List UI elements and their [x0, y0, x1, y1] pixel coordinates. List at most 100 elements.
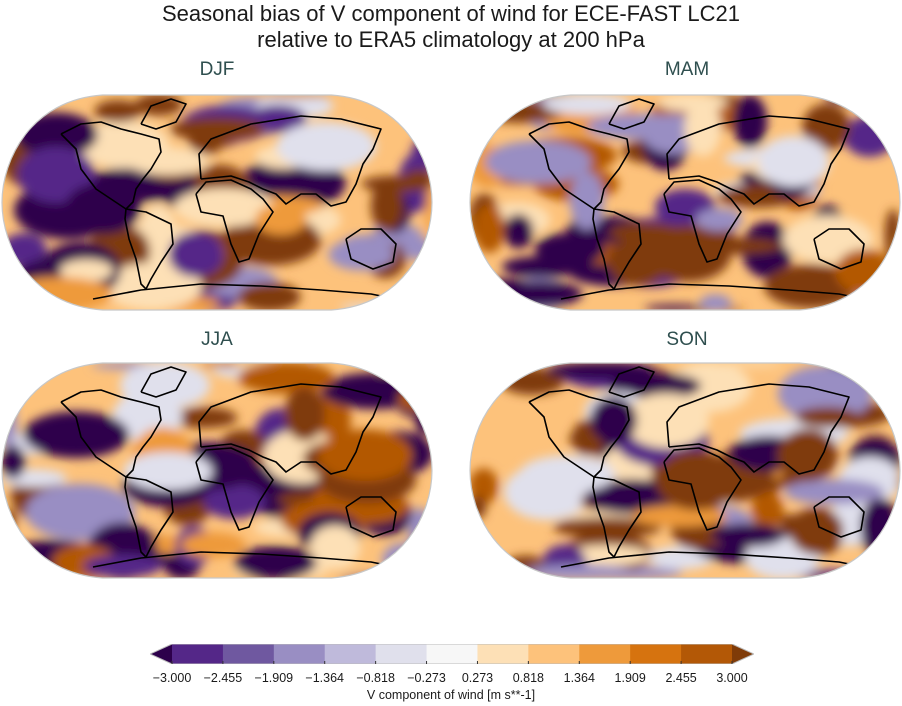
bias-field	[2, 363, 432, 578]
colorbar-bin	[579, 644, 631, 664]
coastline	[198, 115, 382, 207]
colorbar-tick-label: −1.364	[305, 671, 345, 685]
coastline	[663, 447, 742, 531]
colorbar-bin	[528, 644, 580, 664]
bias-blob	[170, 117, 265, 141]
bias-blob	[126, 147, 209, 175]
bias-blob	[473, 203, 505, 253]
bias-blob	[802, 103, 851, 151]
colorbar-bin	[273, 644, 326, 664]
bias-blob	[732, 95, 768, 148]
bias-blob	[2, 95, 6, 131]
panel-title-djf: DJF	[199, 59, 235, 80]
colorbar-tick-label: −3.000	[152, 671, 192, 685]
bias-blob	[408, 507, 432, 558]
bias-blob	[248, 105, 307, 133]
bias-blob	[64, 182, 142, 235]
bias-blob	[422, 363, 432, 386]
bias-blob	[17, 146, 95, 203]
bias-blob	[546, 363, 655, 380]
coastline	[608, 98, 655, 130]
bias-blob	[2, 395, 17, 451]
colorbar-tick-label: −1.909	[254, 671, 294, 685]
colorbar-bin	[426, 644, 478, 664]
colorbar-bin	[375, 644, 428, 664]
coastline	[195, 179, 274, 263]
bias-blob	[238, 282, 301, 310]
colorbar-extend-low	[150, 644, 172, 664]
colorbar-extend-high	[732, 644, 754, 664]
coastline	[813, 496, 865, 538]
bias-field	[2, 95, 432, 310]
coastline	[124, 476, 174, 558]
bias-blob	[102, 262, 202, 310]
bias-blob	[255, 203, 307, 235]
coastline	[608, 366, 655, 398]
bias-blob	[543, 95, 631, 115]
bias-blob	[470, 296, 489, 310]
bias-blob	[2, 528, 16, 559]
bias-blob	[203, 484, 266, 519]
bias-blob	[174, 188, 276, 227]
bias-blob	[6, 277, 113, 310]
coastline	[60, 389, 162, 478]
bias-blob	[328, 238, 395, 271]
map-jja	[1, 362, 433, 579]
bias-blob	[168, 231, 224, 278]
bias-blob	[824, 95, 900, 103]
colorbar-tick-label: 1.909	[614, 671, 646, 685]
bias-blob	[758, 135, 829, 187]
bias-blob	[657, 95, 728, 112]
figure-title-line2: relative to ERA5 climatology at 200 hPa	[257, 27, 645, 52]
bias-blob	[470, 498, 472, 538]
coastline	[140, 98, 187, 130]
panel-title-son: SON	[666, 329, 708, 350]
coastline	[666, 383, 850, 475]
colorbar-bin	[477, 644, 529, 664]
map-boundary	[469, 94, 901, 311]
bias-blob	[260, 95, 332, 98]
coastline	[140, 366, 187, 398]
bias-blob	[470, 495, 487, 519]
colorbar	[150, 644, 754, 664]
colorbar-bin	[172, 644, 224, 664]
coastline	[198, 383, 382, 475]
bias-blob	[860, 497, 899, 556]
bias-blob	[470, 298, 483, 310]
bias-blob	[422, 244, 432, 291]
bias-blob	[119, 363, 211, 409]
bias-blob	[711, 523, 785, 548]
bias-blob	[318, 429, 413, 481]
coastline	[560, 283, 870, 301]
coastline	[663, 179, 742, 263]
colorbar-bin	[324, 644, 377, 664]
bias-blob	[795, 406, 860, 428]
bias-blob	[2, 445, 26, 479]
bias-blob	[503, 213, 534, 249]
bias-blob	[15, 112, 98, 158]
coastline	[560, 551, 870, 569]
bias-blob	[609, 372, 702, 399]
bias-field	[470, 95, 900, 310]
bias-blob	[896, 235, 900, 266]
coastline	[124, 208, 174, 290]
coastline	[92, 283, 402, 301]
bias-blob	[234, 546, 317, 578]
coastline	[592, 208, 642, 290]
bias-blob	[497, 281, 583, 307]
coastline	[528, 389, 630, 478]
bias-blob	[863, 363, 898, 382]
bias-blob	[94, 100, 142, 123]
bias-blob	[470, 99, 487, 142]
bias-blob	[180, 532, 246, 558]
colorbar-tick-label: 3.000	[716, 671, 748, 685]
bias-blob	[894, 550, 900, 572]
bias-blob	[777, 365, 873, 422]
bias-blob	[237, 363, 335, 394]
map-son	[469, 362, 901, 579]
bias-blob	[276, 122, 377, 171]
coastline	[528, 121, 630, 210]
coastline	[813, 228, 865, 270]
bias-blob	[23, 411, 130, 458]
map-boundary	[1, 362, 433, 579]
